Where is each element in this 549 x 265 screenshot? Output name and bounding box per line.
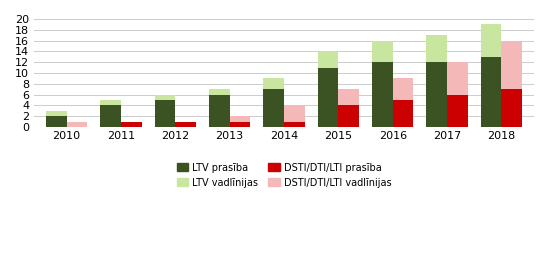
- Bar: [229, 122, 250, 127]
- Bar: [501, 41, 522, 89]
- Bar: [318, 51, 338, 68]
- Bar: [155, 95, 175, 100]
- Bar: [393, 100, 413, 127]
- Bar: [175, 122, 196, 127]
- Bar: [229, 116, 250, 122]
- Bar: [66, 122, 87, 127]
- Legend: LTV prasība, LTV vadlīnijas, DSTI/DTI/LTI prasība, DSTI/DTI/LTI vadlīnijas: LTV prasība, LTV vadlīnijas, DSTI/DTI/LT…: [173, 159, 395, 192]
- Bar: [501, 89, 522, 127]
- Bar: [372, 62, 393, 127]
- Bar: [209, 95, 229, 127]
- Bar: [209, 89, 229, 95]
- Bar: [372, 41, 393, 62]
- Bar: [427, 35, 447, 62]
- Bar: [338, 105, 359, 127]
- Bar: [264, 78, 284, 89]
- Bar: [481, 57, 501, 127]
- Bar: [318, 68, 338, 127]
- Bar: [46, 116, 66, 127]
- Bar: [284, 122, 305, 127]
- Bar: [481, 24, 501, 57]
- Bar: [46, 111, 66, 116]
- Bar: [427, 62, 447, 127]
- Bar: [100, 105, 121, 127]
- Bar: [447, 95, 468, 127]
- Bar: [338, 89, 359, 105]
- Bar: [393, 78, 413, 100]
- Bar: [264, 89, 284, 127]
- Bar: [121, 122, 142, 127]
- Bar: [447, 62, 468, 95]
- Bar: [155, 100, 175, 127]
- Bar: [100, 100, 121, 105]
- Bar: [284, 105, 305, 122]
